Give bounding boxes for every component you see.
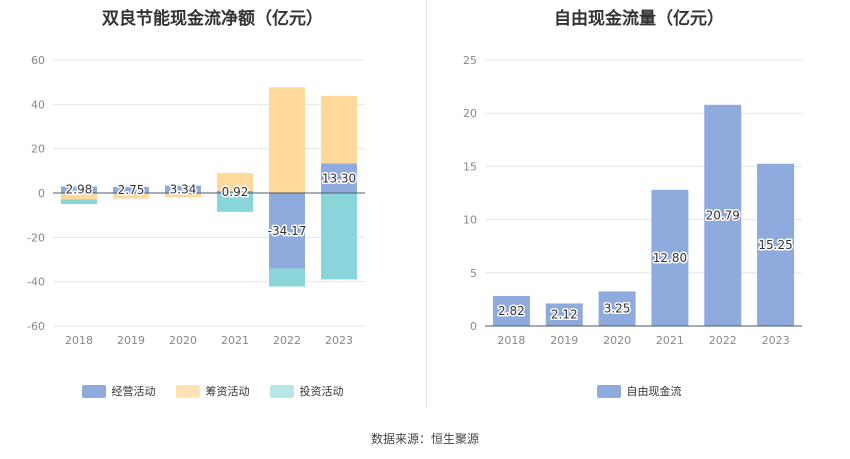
bar-fcf <box>598 291 636 326</box>
bar-fcf <box>757 163 795 326</box>
bar-financing <box>61 193 97 200</box>
x-tick-label: 2020 <box>169 334 197 347</box>
bar-financing <box>217 173 253 191</box>
y-tick-label: 40 <box>31 98 45 111</box>
y-tick-label: -40 <box>27 276 45 289</box>
y-tick-label: 15 <box>463 160 477 173</box>
legend: 经营活动 筹资活动 投资活动 <box>0 383 425 399</box>
data-label: 3.34 <box>170 182 197 196</box>
bar-financing <box>165 193 201 198</box>
bar-investing <box>321 193 357 280</box>
x-tick-label: 2019 <box>117 334 145 347</box>
data-label: 2.75 <box>118 183 145 197</box>
data-label: 13.30 <box>322 171 356 185</box>
legend-swatch-fcf <box>596 384 621 398</box>
free-cashflow-plot: 0 5 10 15 20 25 2018 2019 2020 2021 2022 2023 2.82 2.… <box>463 54 802 347</box>
data-label: 20.79 <box>706 208 740 222</box>
bar-operating <box>165 185 201 193</box>
bar-operating <box>269 193 305 269</box>
bar-investing <box>217 193 253 212</box>
legend-item-financing[interactable]: 筹资活动 <box>175 383 250 399</box>
x-tick-label: 2021 <box>221 334 249 347</box>
bar-financing <box>269 87 305 193</box>
legend-item-operating[interactable]: 经营活动 <box>81 383 156 399</box>
y-tick-label: 0 <box>470 320 477 333</box>
legend-swatch-financing <box>175 384 200 398</box>
bar-fcf <box>651 189 689 326</box>
x-tick-label: 2020 <box>603 334 631 347</box>
data-label: -34.17 <box>268 224 307 238</box>
data-label: 0.92 <box>222 185 249 199</box>
bar-fcf <box>704 104 742 326</box>
x-tick-label: 2023 <box>325 334 353 347</box>
y-tick-label: -20 <box>27 231 45 244</box>
y-tick-label: 20 <box>31 143 45 156</box>
chart-title: 自由现金流量（亿元） <box>554 9 724 29</box>
y-tick-label: 25 <box>463 54 477 67</box>
data-label: 2.98 <box>66 183 93 197</box>
bar-operating <box>61 186 97 193</box>
data-label: 2.12 <box>551 308 578 322</box>
x-tick-label: 2018 <box>65 334 93 347</box>
bar-operating <box>321 163 357 193</box>
legend-label: 经营活动 <box>111 385 156 398</box>
legend-label: 自由现金流 <box>626 385 682 398</box>
y-tick-label: 0 <box>38 187 45 200</box>
y-tick-label: 5 <box>470 267 477 280</box>
data-source-label: 数据来源：恒生聚源 <box>370 432 479 446</box>
bar-fcf <box>545 303 583 326</box>
cashflow-net-plot: -60 -40 -20 0 20 40 60 2018 2019 2020 2021 2022 2023… <box>27 54 365 347</box>
panel-divider <box>426 0 427 408</box>
data-label: 3.25 <box>604 302 631 316</box>
x-tick-label: 2021 <box>656 334 684 347</box>
x-tick-label: 2022 <box>709 334 737 347</box>
bar-investing <box>269 268 305 287</box>
legend-item-investing[interactable]: 投资活动 <box>269 383 344 399</box>
free-cashflow-chart: 自由现金流量（亿元） 0 5 10 15 20 25 2018 2019 2020 2021 202… <box>428 0 850 410</box>
data-label: 2.82 <box>498 304 525 318</box>
legend-swatch-operating <box>81 384 106 398</box>
data-label: 12.80 <box>653 251 687 265</box>
bar-investing <box>61 199 97 205</box>
legend: 自由现金流 <box>428 383 850 399</box>
legend-label: 投资活动 <box>299 385 344 398</box>
x-tick-label: 2018 <box>497 334 525 347</box>
legend-item-fcf[interactable]: 自由现金流 <box>596 383 682 399</box>
y-tick-label: 20 <box>463 107 477 120</box>
bar-fcf <box>492 295 530 326</box>
y-tick-label: 60 <box>31 54 45 67</box>
chart-title: 双良节能现金流净额（亿元） <box>102 9 323 29</box>
y-tick-label: 10 <box>463 214 477 227</box>
data-label: 15.25 <box>758 238 792 252</box>
x-tick-label: 2023 <box>762 334 790 347</box>
x-tick-label: 2019 <box>550 334 578 347</box>
bar-operating <box>113 186 149 193</box>
cashflow-net-chart: 双良节能现金流净额（亿元） -60 -40 -20 0 20 40 60 2018 2019 20… <box>0 0 425 410</box>
bar-financing <box>321 95 357 164</box>
legend-label: 筹资活动 <box>205 385 250 398</box>
x-tick-label: 2022 <box>273 334 301 347</box>
bar-financing <box>113 193 149 199</box>
legend-swatch-investing <box>269 384 294 398</box>
bar-operating <box>217 190 253 193</box>
y-tick-label: -60 <box>27 320 45 333</box>
